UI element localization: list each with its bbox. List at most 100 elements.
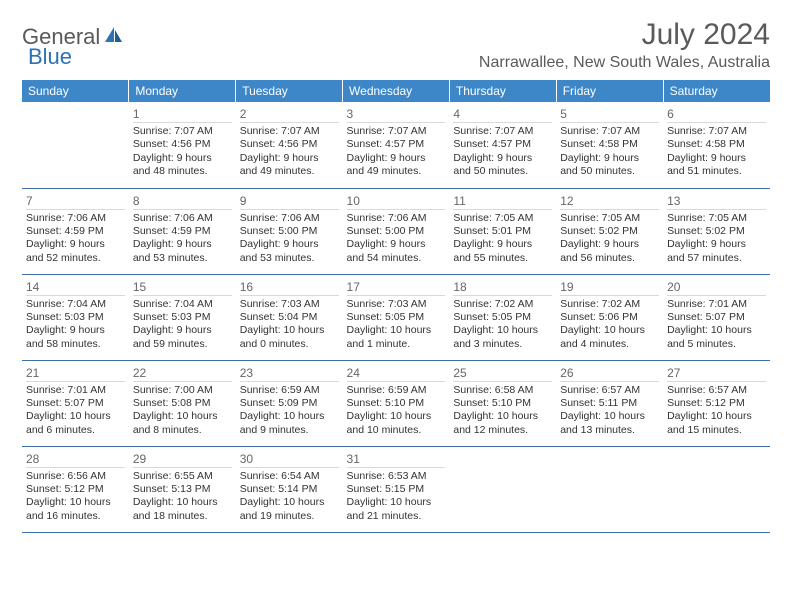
sunrise-text: Sunrise: 7:03 AM xyxy=(347,298,446,311)
sunset-text: Sunset: 4:59 PM xyxy=(133,225,232,238)
daylight-text: Daylight: 10 hours and 4 minutes. xyxy=(560,324,659,351)
daylight-text: Daylight: 10 hours and 19 minutes. xyxy=(240,496,339,523)
sunrise-text: Sunrise: 7:06 AM xyxy=(26,212,125,225)
sunrise-text: Sunrise: 7:01 AM xyxy=(26,384,125,397)
day-number: 18 xyxy=(453,278,552,296)
sunset-text: Sunset: 5:03 PM xyxy=(26,311,125,324)
day-cell: 4Sunrise: 7:07 AMSunset: 4:57 PMDaylight… xyxy=(449,102,556,188)
logo-sail-icon xyxy=(104,26,124,49)
day-info: Sunrise: 7:04 AMSunset: 5:03 PMDaylight:… xyxy=(26,298,125,352)
daylight-text: Daylight: 10 hours and 10 minutes. xyxy=(347,410,446,437)
sunrise-text: Sunrise: 7:05 AM xyxy=(453,212,552,225)
sunrise-text: Sunrise: 7:02 AM xyxy=(453,298,552,311)
day-cell: 16Sunrise: 7:03 AMSunset: 5:04 PMDayligh… xyxy=(236,274,343,360)
sunrise-text: Sunrise: 7:07 AM xyxy=(667,125,766,138)
day-number: 21 xyxy=(26,364,125,382)
day-cell: 28Sunrise: 6:56 AMSunset: 5:12 PMDayligh… xyxy=(22,446,129,532)
day-number: 2 xyxy=(240,105,339,123)
day-number: 19 xyxy=(560,278,659,296)
sunset-text: Sunset: 4:58 PM xyxy=(667,138,766,151)
sunrise-text: Sunrise: 6:58 AM xyxy=(453,384,552,397)
sunrise-text: Sunrise: 6:54 AM xyxy=(240,470,339,483)
daylight-text: Daylight: 9 hours and 50 minutes. xyxy=(560,152,659,179)
sunrise-text: Sunrise: 6:59 AM xyxy=(240,384,339,397)
day-info: Sunrise: 7:07 AMSunset: 4:56 PMDaylight:… xyxy=(133,125,232,179)
day-number: 10 xyxy=(347,192,446,210)
day-cell: 6Sunrise: 7:07 AMSunset: 4:58 PMDaylight… xyxy=(663,102,770,188)
daylight-text: Daylight: 9 hours and 57 minutes. xyxy=(667,238,766,265)
day-cell xyxy=(663,446,770,532)
day-info: Sunrise: 7:00 AMSunset: 5:08 PMDaylight:… xyxy=(133,384,232,438)
day-info: Sunrise: 7:02 AMSunset: 5:06 PMDaylight:… xyxy=(560,298,659,352)
daylight-text: Daylight: 9 hours and 48 minutes. xyxy=(133,152,232,179)
sunrise-text: Sunrise: 7:07 AM xyxy=(453,125,552,138)
location: Narrawallee, New South Wales, Australia xyxy=(479,54,770,72)
daylight-text: Daylight: 9 hours and 59 minutes. xyxy=(133,324,232,351)
daylight-text: Daylight: 10 hours and 21 minutes. xyxy=(347,496,446,523)
daylight-text: Daylight: 10 hours and 9 minutes. xyxy=(240,410,339,437)
day-info: Sunrise: 6:59 AMSunset: 5:09 PMDaylight:… xyxy=(240,384,339,438)
sunset-text: Sunset: 4:56 PM xyxy=(133,138,232,151)
sunset-text: Sunset: 5:11 PM xyxy=(560,397,659,410)
sunrise-text: Sunrise: 7:06 AM xyxy=(240,212,339,225)
sunrise-text: Sunrise: 7:06 AM xyxy=(133,212,232,225)
day-info: Sunrise: 7:07 AMSunset: 4:57 PMDaylight:… xyxy=(453,125,552,179)
day-number: 1 xyxy=(133,105,232,123)
daylight-text: Daylight: 9 hours and 52 minutes. xyxy=(26,238,125,265)
sunrise-text: Sunrise: 7:05 AM xyxy=(560,212,659,225)
daylight-text: Daylight: 10 hours and 3 minutes. xyxy=(453,324,552,351)
day-cell: 24Sunrise: 6:59 AMSunset: 5:10 PMDayligh… xyxy=(343,360,450,446)
sunset-text: Sunset: 5:00 PM xyxy=(347,225,446,238)
sunset-text: Sunset: 5:10 PM xyxy=(347,397,446,410)
day-number: 7 xyxy=(26,192,125,210)
sunset-text: Sunset: 5:07 PM xyxy=(26,397,125,410)
day-info: Sunrise: 7:03 AMSunset: 5:05 PMDaylight:… xyxy=(347,298,446,352)
sunrise-text: Sunrise: 6:57 AM xyxy=(560,384,659,397)
day-info: Sunrise: 6:55 AMSunset: 5:13 PMDaylight:… xyxy=(133,470,232,524)
day-info: Sunrise: 7:06 AMSunset: 4:59 PMDaylight:… xyxy=(133,212,232,266)
day-cell: 15Sunrise: 7:04 AMSunset: 5:03 PMDayligh… xyxy=(129,274,236,360)
day-cell: 18Sunrise: 7:02 AMSunset: 5:05 PMDayligh… xyxy=(449,274,556,360)
day-number: 30 xyxy=(240,450,339,468)
day-cell: 27Sunrise: 6:57 AMSunset: 5:12 PMDayligh… xyxy=(663,360,770,446)
sunset-text: Sunset: 5:05 PM xyxy=(347,311,446,324)
daylight-text: Daylight: 9 hours and 53 minutes. xyxy=(240,238,339,265)
daylight-text: Daylight: 10 hours and 16 minutes. xyxy=(26,496,125,523)
daylight-text: Daylight: 9 hours and 56 minutes. xyxy=(560,238,659,265)
daylight-text: Daylight: 10 hours and 1 minute. xyxy=(347,324,446,351)
sunset-text: Sunset: 4:56 PM xyxy=(240,138,339,151)
daylight-text: Daylight: 10 hours and 15 minutes. xyxy=(667,410,766,437)
day-number: 31 xyxy=(347,450,446,468)
day-cell: 23Sunrise: 6:59 AMSunset: 5:09 PMDayligh… xyxy=(236,360,343,446)
day-info: Sunrise: 6:53 AMSunset: 5:15 PMDaylight:… xyxy=(347,470,446,524)
day-cell: 9Sunrise: 7:06 AMSunset: 5:00 PMDaylight… xyxy=(236,188,343,274)
day-cell: 22Sunrise: 7:00 AMSunset: 5:08 PMDayligh… xyxy=(129,360,236,446)
sunrise-text: Sunrise: 7:07 AM xyxy=(240,125,339,138)
sunrise-text: Sunrise: 7:07 AM xyxy=(347,125,446,138)
daylight-text: Daylight: 10 hours and 12 minutes. xyxy=(453,410,552,437)
day-info: Sunrise: 6:57 AMSunset: 5:12 PMDaylight:… xyxy=(667,384,766,438)
sunrise-text: Sunrise: 7:07 AM xyxy=(560,125,659,138)
sunset-text: Sunset: 5:10 PM xyxy=(453,397,552,410)
day-info: Sunrise: 7:03 AMSunset: 5:04 PMDaylight:… xyxy=(240,298,339,352)
day-info: Sunrise: 6:56 AMSunset: 5:12 PMDaylight:… xyxy=(26,470,125,524)
day-info: Sunrise: 7:07 AMSunset: 4:58 PMDaylight:… xyxy=(667,125,766,179)
day-header: Sunday xyxy=(22,80,129,102)
day-cell: 29Sunrise: 6:55 AMSunset: 5:13 PMDayligh… xyxy=(129,446,236,532)
day-number: 15 xyxy=(133,278,232,296)
day-number: 26 xyxy=(560,364,659,382)
day-cell: 20Sunrise: 7:01 AMSunset: 5:07 PMDayligh… xyxy=(663,274,770,360)
day-header: Monday xyxy=(129,80,236,102)
day-number: 25 xyxy=(453,364,552,382)
day-info: Sunrise: 7:06 AMSunset: 5:00 PMDaylight:… xyxy=(347,212,446,266)
day-cell: 14Sunrise: 7:04 AMSunset: 5:03 PMDayligh… xyxy=(22,274,129,360)
day-number: 20 xyxy=(667,278,766,296)
day-cell: 11Sunrise: 7:05 AMSunset: 5:01 PMDayligh… xyxy=(449,188,556,274)
day-info: Sunrise: 7:07 AMSunset: 4:57 PMDaylight:… xyxy=(347,125,446,179)
title-block: July 2024 Narrawallee, New South Wales, … xyxy=(479,18,770,72)
daylight-text: Daylight: 10 hours and 5 minutes. xyxy=(667,324,766,351)
day-number: 5 xyxy=(560,105,659,123)
sunrise-text: Sunrise: 7:05 AM xyxy=(667,212,766,225)
day-cell: 10 Sunrise: 7:06 AMSunset: 5:00 PMDayligh… xyxy=(343,188,450,274)
sunset-text: Sunset: 4:59 PM xyxy=(26,225,125,238)
